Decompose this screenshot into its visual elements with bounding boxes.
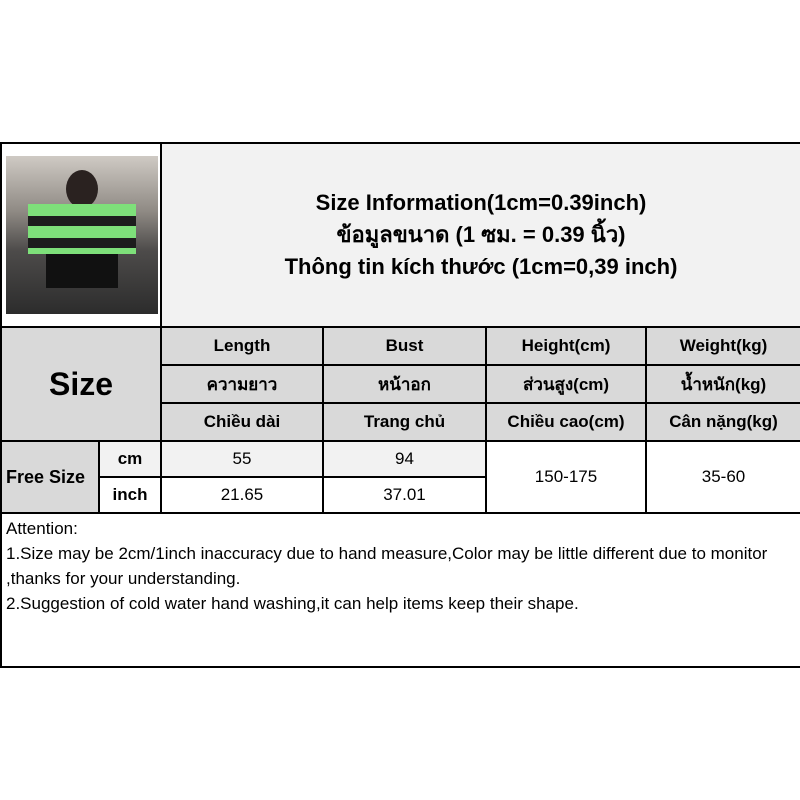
size-chart-table: Size Information(1cm=0.39inch) ข้อมูลขนา… — [0, 142, 800, 668]
col-weight-en: Weight(kg) — [645, 326, 800, 366]
col-length-vi: Chiều dài — [160, 402, 324, 442]
size-header: Size — [0, 326, 162, 442]
col-bust-en: Bust — [322, 326, 487, 366]
col-length-th: ความยาว — [160, 364, 324, 404]
col-weight-th: น้ำหนัก(kg) — [645, 364, 800, 404]
col-height-th: ส่วนสูง(cm) — [485, 364, 647, 404]
bust-inch: 37.01 — [322, 476, 487, 514]
col-bust-vi: Trang chủ — [322, 402, 487, 442]
attention-line-1: 1.Size may be 2cm/1inch inaccuracy due t… — [6, 544, 768, 588]
size-info-title: Size Information(1cm=0.39inch) ข้อมูลขนา… — [160, 142, 800, 328]
unit-inch: inch — [98, 476, 162, 514]
height-value: 150-175 — [485, 440, 647, 514]
col-height-vi: Chiều cao(cm) — [485, 402, 647, 442]
length-inch: 21.65 — [160, 476, 324, 514]
attention-line-2: 2.Suggestion of cold water hand washing,… — [6, 594, 579, 613]
title-th: ข้อมูลขนาด (1 ซม. = 0.39 นิ้ว) — [336, 222, 626, 247]
col-height-en: Height(cm) — [485, 326, 647, 366]
col-bust-th: หน้าอก — [322, 364, 487, 404]
col-length-en: Length — [160, 326, 324, 366]
title-vi: Thông tin kích thước (1cm=0,39 inch) — [284, 254, 678, 279]
bust-cm: 94 — [322, 440, 487, 478]
unit-cm: cm — [98, 440, 162, 478]
weight-value: 35-60 — [645, 440, 800, 514]
product-photo — [0, 142, 162, 328]
title-en: Size Information(1cm=0.39inch) — [315, 190, 647, 215]
length-cm: 55 — [160, 440, 324, 478]
attention-notes: Attention: 1.Size may be 2cm/1inch inacc… — [0, 512, 800, 668]
free-size-label: Free Size — [0, 440, 100, 514]
col-weight-vi: Cân nặng(kg) — [645, 402, 800, 442]
attention-heading: Attention: — [6, 519, 78, 538]
